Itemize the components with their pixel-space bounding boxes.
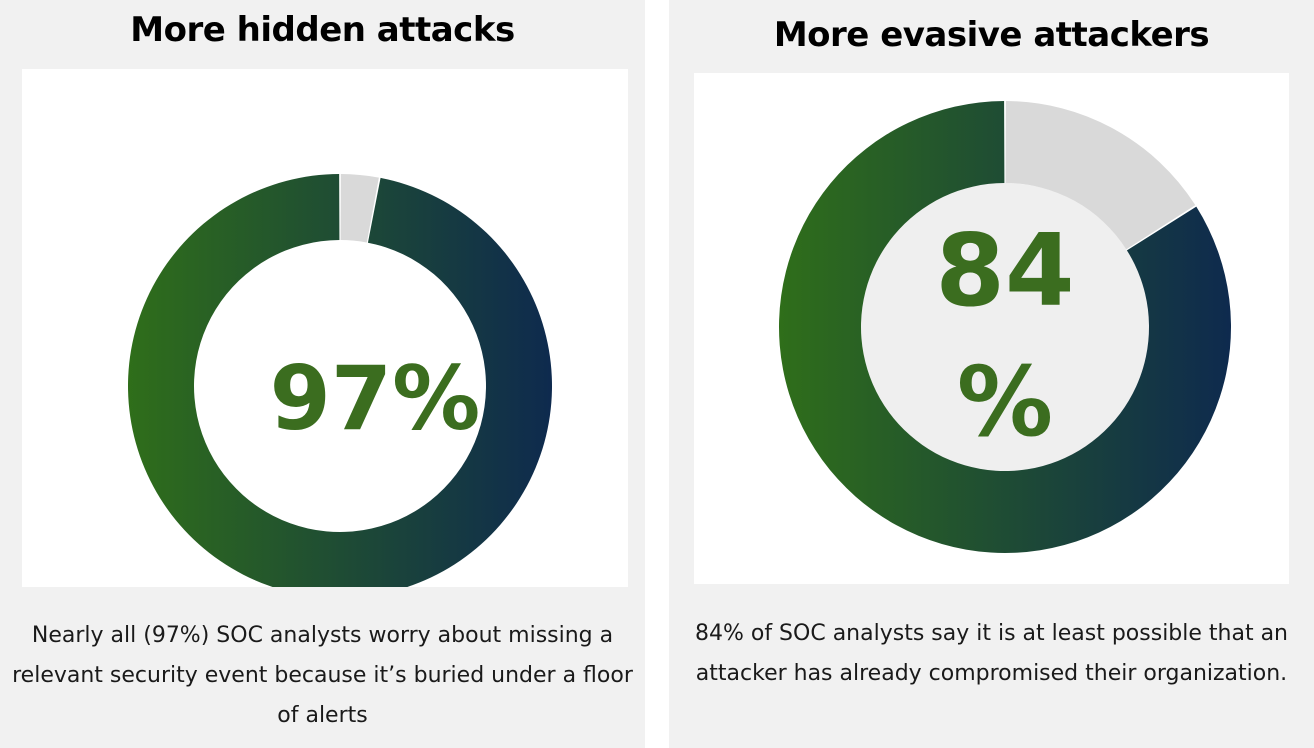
donut-slice-share bbox=[128, 174, 552, 587]
chart-panel-evasive-attackers: More evasive attackers 84 % 84% of SOC a… bbox=[669, 0, 1314, 748]
donut-inner-disc bbox=[861, 183, 1149, 471]
donut-center-percent-sign: % bbox=[957, 346, 1053, 458]
chart-caption: Nearly all (97%) SOC analysts worry abou… bbox=[12, 623, 633, 728]
donut-slice-remainder bbox=[340, 174, 379, 243]
chart-title: More evasive attackers bbox=[773, 15, 1210, 55]
chart-title: More hidden attacks bbox=[130, 10, 515, 50]
donut-center-value: 97% bbox=[270, 347, 481, 450]
donut-chart-box: 97% bbox=[22, 69, 628, 587]
donut-slice-remainder bbox=[1005, 101, 1196, 250]
chart-panel-hidden-attacks: More hidden attacks 97% Nearly all (97%)… bbox=[0, 0, 645, 748]
donut-chart-hidden-attacks: 97% bbox=[128, 174, 552, 587]
chart-caption: 84% of SOC analysts say it is at least p… bbox=[694, 621, 1289, 686]
donut-slice-share bbox=[779, 101, 1231, 554]
donut-chart-box: 84 % bbox=[694, 73, 1289, 584]
donut-center-value: 84 bbox=[935, 212, 1074, 329]
donut-chart-evasive-attackers: 84 % bbox=[779, 101, 1231, 554]
